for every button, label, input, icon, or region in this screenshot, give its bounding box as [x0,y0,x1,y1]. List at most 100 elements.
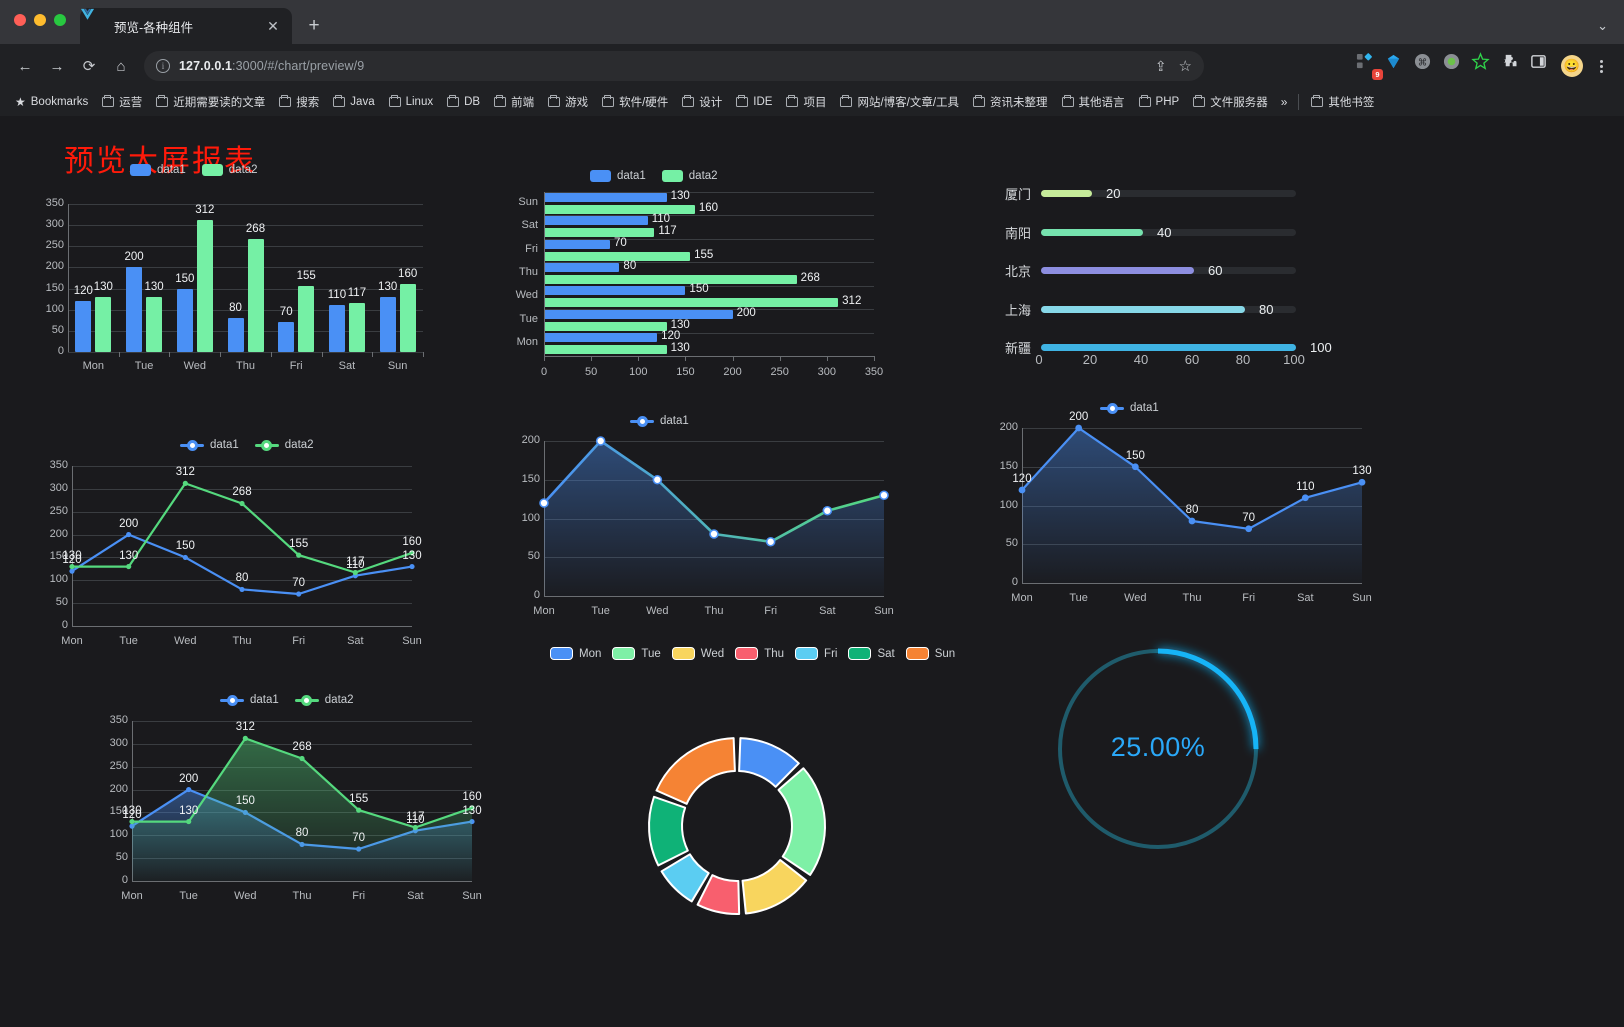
bar-value-label: 200 [124,251,144,264]
bookmark-bookmarks[interactable]: ★ Bookmarks [8,92,95,112]
minimize-window-button[interactable] [34,14,46,26]
bookmark-label: Linux [405,96,434,108]
bookmark-folder-12[interactable]: 网站/博客/文章/工具 [833,91,966,113]
window-controls[interactable] [14,14,66,26]
legend-item-data1[interactable]: data1 [180,439,239,451]
bookmark-star-icon[interactable]: ☆ [1178,58,1192,75]
progress-track[interactable] [1041,344,1296,351]
bookmark-folder-1[interactable]: 近期需要读的文章 [149,91,272,113]
progress-track[interactable] [1041,190,1296,197]
new-tab-button[interactable]: + [308,15,320,36]
legend-item-fri[interactable]: Fri [795,647,837,660]
legend-swatch-icon [130,164,151,176]
divider [1298,94,1300,110]
profile-avatar[interactable]: 😀 [1559,53,1585,79]
bookmark-folder-16[interactable]: 文件服务器 [1186,91,1275,113]
progress-track[interactable] [1041,305,1296,313]
bookmark-folder-15[interactable]: PHP [1132,93,1187,111]
green-dot-icon[interactable] [1443,53,1469,79]
bookmark-folder-0[interactable]: 运营 [95,91,149,113]
close-window-button[interactable] [14,14,26,26]
bookmark-folder-2[interactable]: 搜索 [272,91,326,113]
star-outline-icon[interactable] [1471,52,1498,79]
bookmark-other[interactable]: 其他书签 [1304,91,1381,113]
legend-item-data1[interactable]: data1 [590,170,646,182]
x-axis-tick: Fri [764,605,778,617]
home-button[interactable]: ⌂ [116,57,126,75]
y-axis-tick: 0 [533,589,540,601]
legend-item-data2[interactable]: data2 [201,164,258,176]
bookmark-folder-3[interactable]: Java [326,93,381,111]
x-axis-line [1022,583,1362,584]
forward-button[interactable]: → [49,57,65,75]
bookmark-folder-8[interactable]: 软件/硬件 [595,91,675,113]
y-axis-tick: 100 [999,498,1018,511]
gridline [68,309,423,311]
address-bar[interactable]: i 127.0.0.1:3000/#/chart/preview/9 ⇪ ☆ [144,51,1204,81]
legend-item-thu[interactable]: Thu [735,647,784,660]
back-button[interactable]: ← [17,57,33,75]
y-axis-tick: 0 [1011,576,1018,588]
puzzle-icon[interactable] [1501,53,1527,79]
command-circle-icon[interactable]: ⌘ [1414,53,1440,79]
bookmark-folder-6[interactable]: 前端 [487,91,541,113]
legend-item-data1[interactable]: data1 [130,164,186,176]
legend-item-mon[interactable]: Mon [550,647,601,660]
legend-label: data1 [250,694,279,706]
bar-value-label: 130 [670,318,690,331]
x-axis-line [132,881,472,882]
progress-fill [1041,344,1296,351]
share-icon[interactable]: ⇪ [1154,57,1167,74]
y-axis-tick: 250 [45,239,64,252]
site-info-icon[interactable]: i [156,59,170,73]
tick [826,356,828,361]
legend: data1 [1100,402,1159,414]
legend-item-sun[interactable]: Sun [905,647,955,660]
legend-item-data1[interactable]: data1 [630,415,689,427]
browser-menu-button[interactable] [1588,53,1614,79]
progress-track[interactable] [1041,228,1296,236]
y-axis-line [544,441,546,596]
side-panel-icon[interactable] [1530,53,1556,79]
chevron-down-icon[interactable]: ⌄ [1597,18,1608,33]
legend-item-wed[interactable]: Wed [671,647,724,660]
legend-item-sat[interactable]: Sat [848,647,895,660]
close-icon[interactable]: ✕ [267,17,279,34]
bookmark-folder-9[interactable]: 设计 [675,91,729,113]
point-value-label: 120 [62,554,82,567]
legend-item-data2[interactable]: data2 [294,694,354,706]
browser-tab-active[interactable]: 预览-各种组件 ✕ [80,8,292,44]
y-axis-tick: Sun [518,195,538,208]
x-axis-tick: Wed [1124,592,1147,604]
legend-item-tue[interactable]: Tue [612,647,661,660]
bar [544,239,610,249]
bookmark-folder-13[interactable]: 资讯未整理 [966,91,1055,113]
bookmark-folder-7[interactable]: 游戏 [541,91,595,113]
maximize-window-button[interactable] [54,14,66,26]
legend-item-data2[interactable]: data2 [661,170,718,182]
x-axis-tick: 350 [864,366,884,378]
bookmark-folder-5[interactable]: DB [440,93,487,111]
progress-track[interactable] [1041,267,1296,274]
reload-button[interactable]: ⟳ [82,58,96,75]
gridline [68,204,423,205]
extension-grid-icon[interactable]: 9 [1356,53,1383,80]
tab-strip: 预览-各种组件 ✕ + [80,0,328,44]
bar-value-label: 70 [614,236,627,249]
point-value-label: 130 [62,549,82,562]
bookmark-folder-11[interactable]: 项目 [779,91,833,113]
legend-line-icon [1100,402,1124,414]
legend-item-data2[interactable]: data2 [254,439,314,451]
bookmark-folder-10[interactable]: IDE [729,93,779,111]
bookmark-folder-4[interactable]: Linux [382,93,441,111]
legend-item-data1[interactable]: data1 [1100,402,1159,414]
bookmark-label: 文件服务器 [1210,97,1268,109]
legend-item-data1[interactable]: data1 [220,694,279,706]
bookmarks-overflow-button[interactable]: » [1280,95,1288,109]
bookmark-folder-14[interactable]: 其他语言 [1055,91,1132,113]
bookmark-label: 游戏 [565,97,589,109]
diamond-icon[interactable] [1385,53,1411,79]
legend: Mon Tue Wed Thu Fri Sat Sun [550,647,955,660]
bookmark-label: 运营 [119,97,143,109]
x-axis-tick: 60 [1184,352,1200,367]
